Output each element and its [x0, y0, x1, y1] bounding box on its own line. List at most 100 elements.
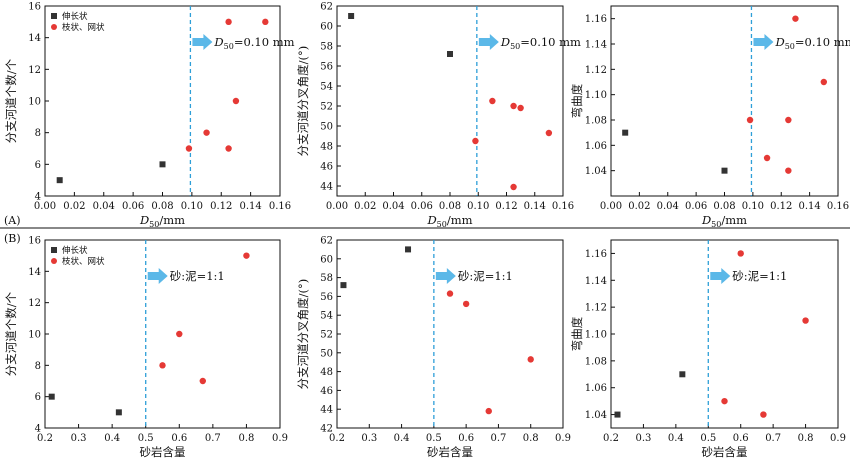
x-tick-label: 0.8 — [523, 433, 539, 444]
x-tick-label: 0.00 — [34, 201, 56, 212]
data-point-dendritic — [792, 15, 799, 22]
x-tick-label: 0.00 — [600, 201, 622, 212]
y-tick-label: 46 — [320, 162, 333, 173]
x-tick-label: 0.06 — [685, 201, 707, 212]
legend-marker-square — [51, 247, 57, 253]
x-tick-label: 0.9 — [272, 433, 288, 444]
y-tick-label: 58 — [320, 42, 333, 53]
y-tick-label: 46 — [320, 386, 333, 397]
plot-frame — [336, 239, 564, 429]
data-point-elongated — [614, 411, 621, 418]
data-point-dendritic — [225, 145, 232, 152]
x-tick-label: 0.16 — [827, 201, 849, 212]
x-tick-label: 0.06 — [122, 201, 144, 212]
x-tick-label: 0.5 — [426, 433, 442, 444]
x-tick-label: 0.6 — [171, 433, 187, 444]
x-tick-label: 0.4 — [394, 433, 410, 444]
data-point-dendritic — [746, 116, 754, 124]
y-tick-label: 50 — [320, 348, 333, 359]
x-tick-label: 0.04 — [657, 201, 679, 212]
data-point-dendritic — [545, 129, 553, 137]
x-tick-label: 0.8 — [238, 433, 254, 444]
y-tick-label: 1.12 — [585, 65, 607, 76]
x-tick-label: 0.12 — [210, 201, 232, 212]
chart-a3: 0.00 0.02 0.04 0.06 0.08 0.10 0.12 0.14 0.16 1.04… — [570, 5, 850, 229]
x-tick-label: 0.4 — [668, 433, 684, 444]
arrow-icon — [435, 268, 456, 284]
y-tick-label: 12 — [28, 65, 41, 76]
y-tick-label: 1.04 — [585, 166, 607, 177]
arrow-icon — [147, 268, 168, 284]
chart-a2: 0.00 0.02 0.04 0.06 0.08 0.10 0.12 0.14 0.16 44 46… — [296, 2, 581, 230]
y-tick-label: 6 — [35, 160, 41, 171]
y-tick-label: 42 — [320, 424, 333, 435]
x-tick-label: 0.04 — [382, 201, 404, 212]
legend-marker-circle — [51, 24, 57, 30]
x-tick-label: 0.06 — [411, 201, 433, 212]
data-point-elongated — [721, 167, 728, 174]
y-tick-label: 44 — [320, 182, 333, 193]
data-point-dendritic — [763, 154, 771, 162]
data-point-elongated — [340, 282, 347, 289]
threshold-annotation: 砂:泥=1:1 — [458, 269, 513, 283]
y-tick-label: 1.14 — [585, 40, 607, 51]
y-tick-label: 10 — [28, 330, 41, 341]
data-point-dendritic — [721, 397, 728, 405]
data-point-dendritic — [760, 411, 767, 418]
x-tick-label: 0.5 — [138, 433, 154, 444]
x-tick-label: 0.2 — [329, 433, 345, 444]
data-point-dendritic — [785, 167, 792, 174]
arrow-icon — [753, 34, 774, 50]
y-tick-label: 4 — [35, 424, 41, 435]
x-tick-label: 0.12 — [770, 201, 792, 212]
legend-marker-square — [51, 13, 57, 19]
chart-b3: 0.2 0.3 0.4 0.5 0.6 0.7 0.8 0.9 1.04 1.06 1.08 1.10… — [570, 239, 846, 459]
y-tick-label: 12 — [28, 298, 41, 309]
data-point-dendritic — [510, 183, 517, 191]
x-tick-label: 0.08 — [713, 201, 735, 212]
data-point-elongated — [405, 246, 412, 253]
data-point-dendritic — [510, 102, 517, 110]
y-tick-label: 56 — [320, 62, 333, 73]
x-tick-label: 0.10 — [467, 201, 489, 212]
y-tick-label: 56 — [320, 292, 333, 303]
y-axis-label: 分支河道分叉角度/(°) — [296, 279, 310, 390]
legend-label: 枝状、网状 — [62, 22, 105, 33]
data-point-dendritic — [185, 145, 193, 152]
x-tick-label: 0.8 — [798, 433, 814, 444]
data-point-dendritic — [489, 97, 496, 105]
plot-frame — [44, 239, 281, 429]
x-tick-label: 0.6 — [733, 433, 749, 444]
data-point-dendritic — [243, 252, 250, 259]
y-tick-label: 54 — [320, 311, 333, 322]
x-axis-label: D50/mm — [139, 213, 185, 229]
x-tick-label: 0.00 — [326, 201, 348, 212]
y-tick-label: 58 — [320, 273, 333, 284]
threshold-annotation: D50=0.10 mm — [213, 35, 294, 51]
arrow-icon — [478, 34, 499, 50]
y-tick-label: 1.10 — [585, 90, 607, 101]
x-axis-label: D50/mm — [426, 213, 472, 229]
x-tick-label: 0.16 — [552, 201, 574, 212]
y-tick-label: 54 — [320, 82, 333, 93]
x-tick-label: 0.02 — [354, 201, 376, 212]
data-point-dendritic — [203, 129, 210, 136]
x-tick-label: 0.3 — [71, 433, 87, 444]
y-tick-label: 1.14 — [585, 276, 607, 287]
y-tick-label: 1.16 — [585, 249, 607, 260]
x-tick-label: 0.3 — [635, 433, 651, 444]
x-tick-label: 0.9 — [830, 433, 846, 444]
x-tick-label: 0.6 — [458, 433, 474, 444]
data-point-dendritic — [462, 300, 470, 308]
data-point-dendritic — [517, 104, 524, 112]
x-tick-label: 0.04 — [93, 201, 115, 212]
data-point-dendritic — [176, 330, 183, 338]
y-axis-label: 分支河道个数/个 — [4, 291, 18, 376]
x-tick-label: 0.10 — [181, 201, 203, 212]
y-tick-label: 44 — [320, 405, 333, 416]
y-tick-label: 8 — [35, 361, 41, 372]
x-axis-label: D50/mm — [701, 213, 747, 229]
data-point-elongated — [679, 371, 686, 378]
legend-label: 伸长状 — [62, 11, 88, 22]
